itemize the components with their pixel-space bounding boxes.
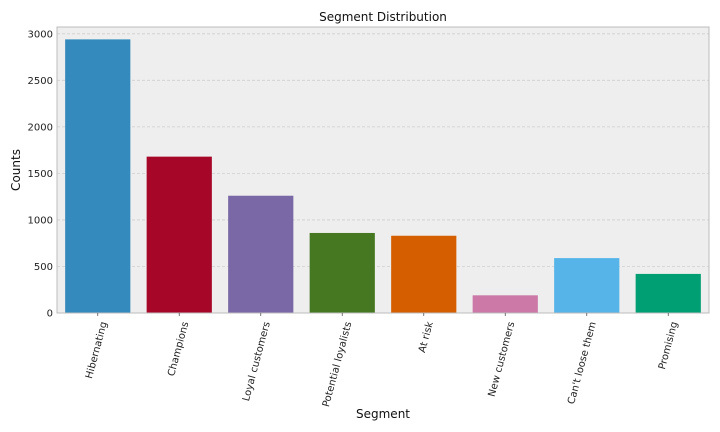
bar-potential-loyalists [309, 232, 375, 313]
bar-promising [635, 273, 701, 313]
x-tick-label: Loyal customers [241, 321, 273, 403]
bar-new-customers [472, 295, 538, 313]
y-tick-label: 2000 [28, 122, 53, 133]
x-tick-label: Hibernating [84, 321, 110, 380]
x-tick-label: Champions [166, 321, 191, 378]
x-tick-labels: Hibernating Champions Loyal customers Poten… [84, 313, 680, 408]
y-tick-label: 500 [34, 262, 53, 273]
y-tick-label: 2500 [28, 76, 53, 87]
x-tick-label: Can't loose them [566, 321, 599, 406]
plot-frame [56, 26, 710, 314]
x-tick-label: Promising [657, 321, 680, 371]
bar-can-t-loose-them [554, 258, 620, 313]
x-tick-label: Potential loyalists [321, 321, 354, 409]
bars [65, 39, 701, 313]
y-tick-label: 0 [47, 309, 53, 320]
bar-loyal-customers [228, 195, 294, 313]
y-tick-labels: 0 500 1000 1500 2000 2500 3000 [28, 29, 53, 319]
bar-at-risk [391, 235, 457, 313]
x-tick-label: New customers [487, 321, 518, 399]
y-axis-label: Counts [9, 149, 23, 191]
y-tick-label: 3000 [28, 29, 53, 40]
y-tick-label: 1500 [28, 169, 53, 180]
chart-title: Segment Distribution [319, 10, 447, 24]
x-tick-label: At risk [417, 320, 436, 354]
bar-champions [146, 156, 212, 313]
y-tick-label: 1000 [28, 215, 53, 226]
bar-hibernating [65, 39, 131, 313]
x-axis-label: Segment [356, 407, 410, 421]
